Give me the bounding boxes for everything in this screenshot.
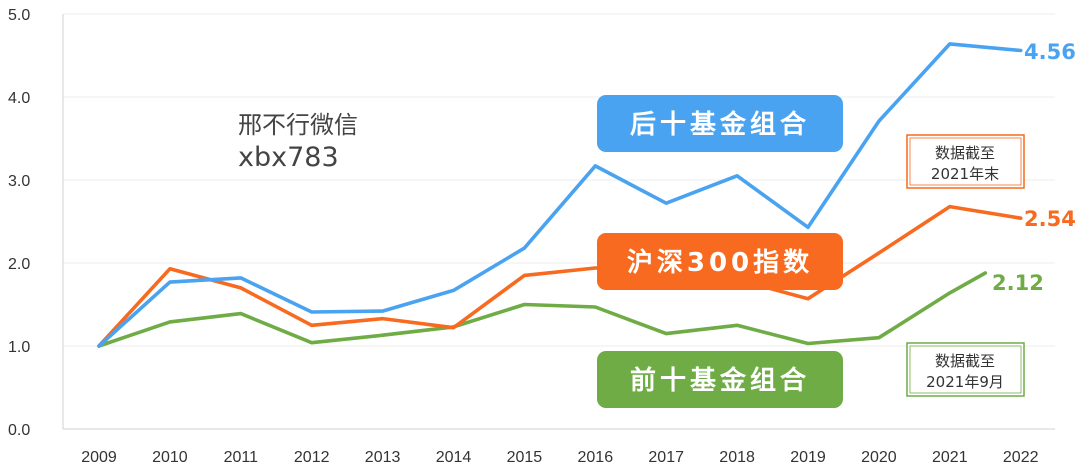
legend-badge-green-text: 前十基金组合 xyxy=(630,365,810,396)
x-tick-label-2022: 2022 xyxy=(1003,449,1039,466)
x-tick-label-2021: 2021 xyxy=(932,449,968,466)
note-orange-line2: 2021年末 xyxy=(931,165,999,183)
grid-lines xyxy=(62,13,1055,430)
x-axis-ticks: 2009 2010 2011 2012 2013 2014 2015 2016 2017 2018… xyxy=(81,449,1038,466)
legend-badge-green: 前十基金组合 xyxy=(597,351,843,408)
note-box-green-inner xyxy=(909,345,1022,394)
legend-badge-blue: 后十基金组合 xyxy=(597,95,843,152)
legend-badge-orange-bg xyxy=(597,233,843,290)
y-tick-label-0: 0.0 xyxy=(8,422,30,439)
y-tick-label-5: 5.0 xyxy=(8,7,30,24)
legend-badge-green-bg xyxy=(597,351,843,408)
note-green-line2: 2021年9月 xyxy=(926,373,1004,391)
x-tick-label-2018: 2018 xyxy=(719,449,755,466)
x-tick-label-2019: 2019 xyxy=(790,449,826,466)
note-box-orange-outer xyxy=(906,134,1025,189)
x-tick-label-2020: 2020 xyxy=(861,449,897,466)
y-tick-label-1: 1.0 xyxy=(8,339,30,356)
x-tick-label-2010: 2010 xyxy=(152,449,188,466)
watermark-line2: xbx783 xyxy=(238,142,339,173)
watermark-line1: 邢不行微信 xyxy=(238,111,358,139)
x-tick-label-2014: 2014 xyxy=(436,449,472,466)
note-orange-line1: 数据截至 xyxy=(935,144,995,162)
end-label-orange: 2.54 xyxy=(1024,207,1076,231)
note-box-green: 数据截至 2021年9月 xyxy=(906,342,1025,397)
end-label-green: 2.12 xyxy=(992,271,1044,295)
x-tick-label-2011: 2011 xyxy=(224,449,259,466)
x-tick-label-2015: 2015 xyxy=(507,449,543,466)
y-tick-label-2: 2.0 xyxy=(8,256,30,273)
end-label-blue: 4.56 xyxy=(1024,40,1076,64)
y-tick-label-4: 4.0 xyxy=(8,90,30,107)
x-tick-label-2017: 2017 xyxy=(648,449,684,466)
x-tick-label-2016: 2016 xyxy=(578,449,614,466)
legend-badge-orange-text: 沪深300指数 xyxy=(627,248,813,278)
series-lines xyxy=(97,42,1023,348)
x-tick-label-2013: 2013 xyxy=(365,449,401,466)
x-tick-label-2012: 2012 xyxy=(294,449,330,466)
note-box-green-outer xyxy=(906,342,1025,397)
series-line-2 xyxy=(97,271,988,348)
legend-badge-blue-bg xyxy=(597,95,843,152)
y-tick-label-3: 3.0 xyxy=(8,173,30,190)
legend-badge-orange: 沪深300指数 xyxy=(597,233,843,290)
series-line-1 xyxy=(97,204,1023,348)
x-tick-label-2009: 2009 xyxy=(81,449,117,466)
note-box-orange-inner xyxy=(909,137,1022,186)
y-axis-ticks: 0.0 1.0 2.0 3.0 4.0 5.0 xyxy=(8,7,30,439)
note-box-orange: 数据截至 2021年末 xyxy=(906,134,1025,189)
legend-badge-blue-text: 后十基金组合 xyxy=(630,109,810,140)
series-line-0 xyxy=(97,42,1023,348)
note-green-line1: 数据截至 xyxy=(935,352,995,370)
